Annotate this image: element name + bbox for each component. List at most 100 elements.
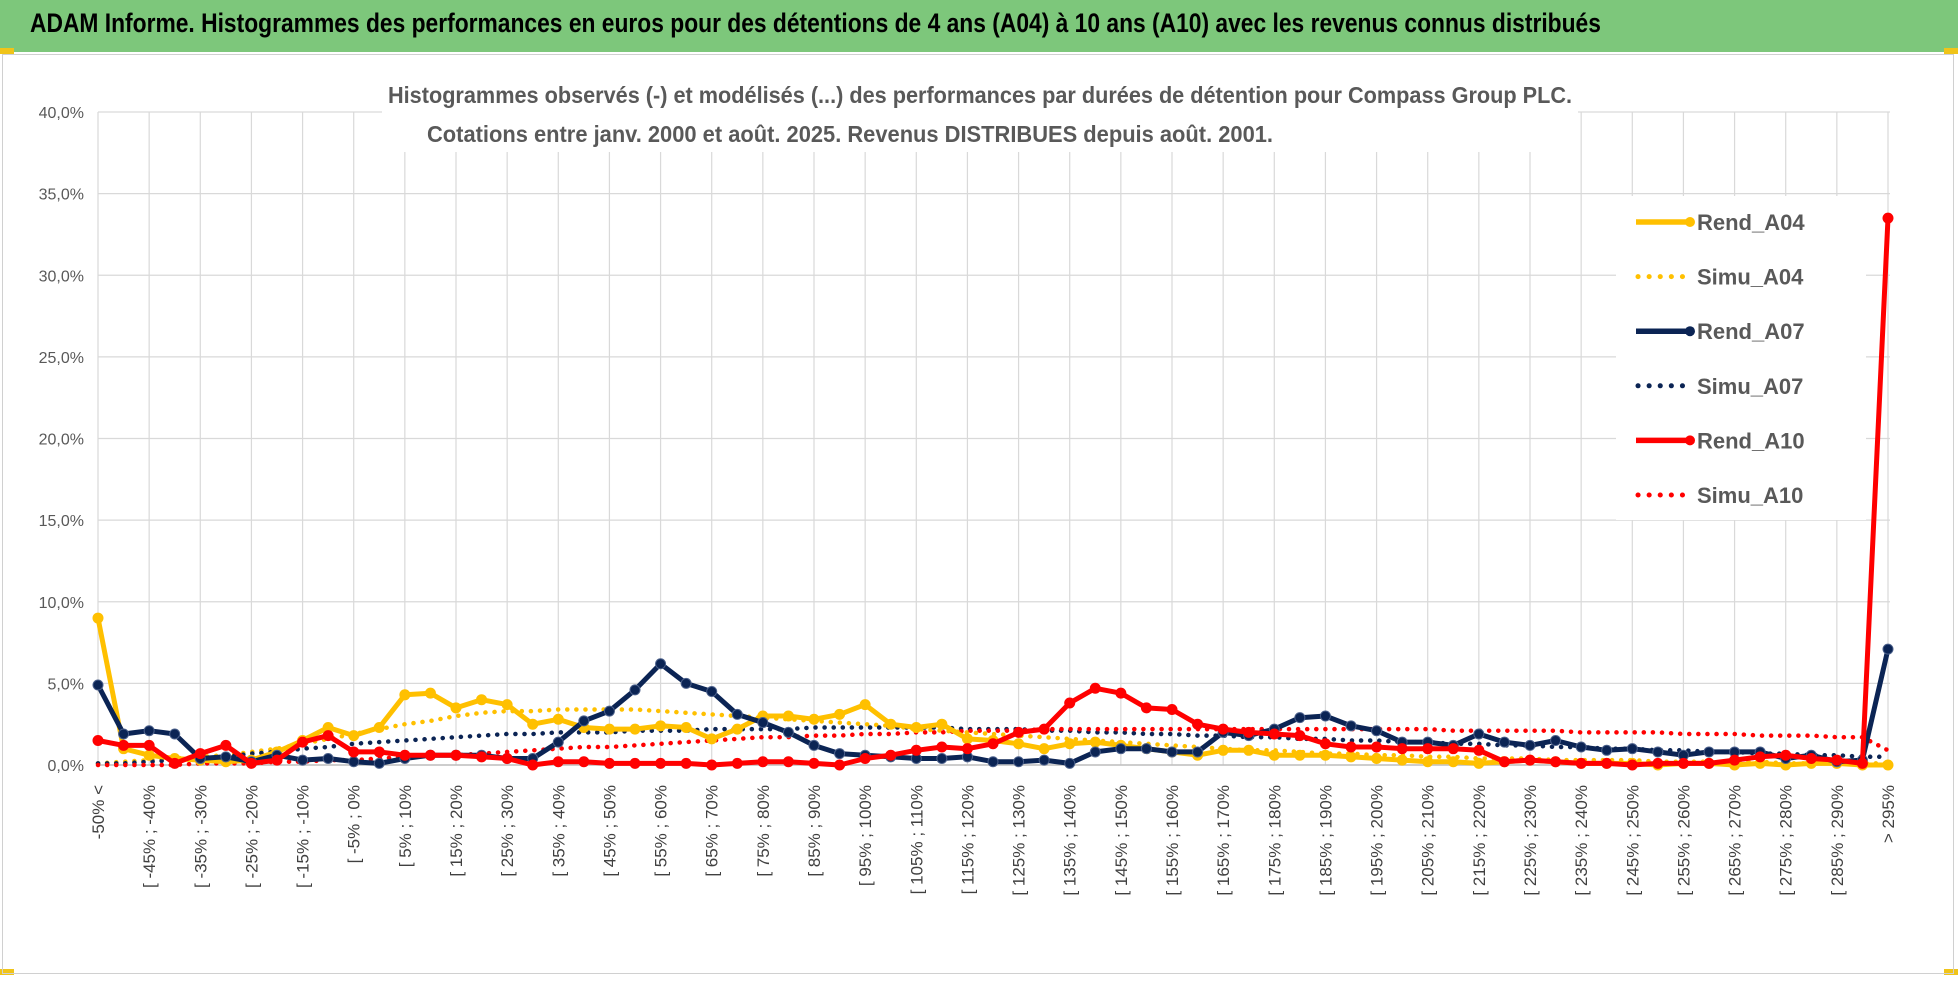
series-point: [169, 757, 181, 769]
series-point: [1038, 723, 1050, 735]
legend-label: Rend_A04: [1697, 210, 1805, 235]
legend: Rend_A04 Simu_A04 Rend_A07 Simu_A07 Rend_A10…: [1616, 196, 1866, 520]
series-point: [782, 756, 794, 768]
series-rend-a10: [92, 212, 1894, 771]
x-tick-label: > 295%: [1879, 785, 1898, 843]
series-point: [118, 728, 130, 740]
x-tick-label: [ -15% ; -10%: [294, 785, 313, 888]
series-point: [450, 749, 462, 761]
series-point: [1038, 743, 1050, 755]
series-point: [655, 757, 667, 769]
series-point: [1089, 682, 1101, 694]
series-point: [1882, 643, 1894, 655]
series-point: [1166, 746, 1178, 758]
y-tick-label: 30,0%: [39, 268, 84, 285]
series-point: [1498, 736, 1510, 748]
series-point: [1038, 754, 1050, 766]
series-point: [910, 744, 922, 756]
series-point: [987, 756, 999, 768]
series-point: [348, 730, 360, 742]
series-point: [1319, 738, 1331, 750]
series-point: [1550, 756, 1562, 768]
series-point: [297, 754, 309, 766]
series-point: [936, 752, 948, 764]
x-tick-label: [ 235% ; 240%: [1572, 785, 1591, 896]
series-point: [1754, 751, 1766, 763]
series-point: [1294, 749, 1306, 761]
x-tick-label: [ 125% ; 130%: [1010, 785, 1029, 896]
y-tick-label: 10,0%: [39, 595, 84, 612]
corner-marker: [0, 48, 14, 54]
x-tick-label: [ -45% ; -40%: [140, 785, 159, 888]
series-point: [1115, 743, 1127, 755]
series-point: [1447, 743, 1459, 755]
series-point: [885, 749, 897, 761]
series-point: [220, 739, 232, 751]
series-point: [501, 752, 513, 764]
x-tick-label: [ 155% ; 160%: [1163, 785, 1182, 896]
x-tick-label: [ 25% ; 30%: [498, 785, 517, 877]
series-simu-a10: [95, 726, 1891, 768]
y-axis-ticks: 0,0% 5,0% 10,0% 15,0% 20,0% 25,0% 30,0% 35,0% 40…: [39, 105, 84, 775]
x-tick-label: [ 135% ; 140%: [1061, 785, 1080, 896]
series-point: [808, 713, 820, 725]
series-point: [936, 741, 948, 753]
series-line: [95, 707, 1891, 766]
x-tick-label: -50% <: [89, 785, 108, 839]
y-tick-label: 25,0%: [39, 350, 84, 367]
series-point: [118, 739, 130, 751]
series-point: [1396, 754, 1408, 766]
series-point: [1575, 741, 1587, 753]
series-point: [450, 702, 462, 714]
series-point: [1882, 759, 1894, 771]
series-point: [1192, 746, 1204, 758]
series-point: [1371, 752, 1383, 764]
series-point: [297, 736, 309, 748]
series-point: [578, 715, 590, 727]
legend-item: Simu_A04: [1635, 265, 1804, 290]
x-tick-label: [ 185% ; 190%: [1316, 785, 1335, 896]
x-tick-label: [ 245% ; 250%: [1623, 785, 1642, 896]
legend-marker: [1685, 326, 1695, 337]
series-point: [885, 718, 897, 730]
series-line: [95, 726, 1891, 768]
series-point: [1703, 746, 1715, 758]
series-point: [731, 723, 743, 735]
x-tick-label: [ 85% ; 90%: [805, 785, 824, 877]
legend-label: Rend_A07: [1697, 319, 1805, 344]
series-point: [1550, 735, 1562, 747]
x-tick-label: [ 275% ; 280%: [1777, 785, 1796, 896]
x-tick-label: [ 215% ; 220%: [1470, 785, 1489, 896]
series-point: [1243, 744, 1255, 756]
x-tick-label: [ 115% ; 120%: [958, 785, 977, 894]
series-point: [399, 689, 411, 701]
legend-marker: [1685, 217, 1695, 227]
series-point: [1677, 757, 1689, 769]
series-point: [834, 708, 846, 720]
series-point: [1626, 743, 1638, 755]
series-point: [1626, 759, 1638, 771]
series-point: [782, 710, 794, 722]
series-point: [1345, 751, 1357, 763]
series-point: [706, 733, 718, 745]
series-point: [92, 735, 104, 747]
x-tick-label: [ 225% ; 230%: [1521, 785, 1540, 896]
series-point: [578, 756, 590, 768]
legend-marker: [1685, 435, 1695, 446]
series-point: [859, 699, 871, 711]
series-point: [476, 751, 488, 763]
series-point: [1064, 697, 1076, 709]
series-point: [1013, 738, 1025, 750]
series-point: [1217, 723, 1229, 735]
series-point: [373, 757, 385, 769]
series-point: [680, 677, 692, 689]
series-point: [629, 757, 641, 769]
series-point: [348, 756, 360, 768]
series-point: [1601, 744, 1613, 756]
series-point: [399, 749, 411, 761]
series-point: [1294, 712, 1306, 724]
series-point: [552, 736, 564, 748]
x-tick-label: [ -25% ; -20%: [242, 785, 261, 888]
series-point: [987, 738, 999, 750]
corner-marker: [1944, 48, 1958, 54]
